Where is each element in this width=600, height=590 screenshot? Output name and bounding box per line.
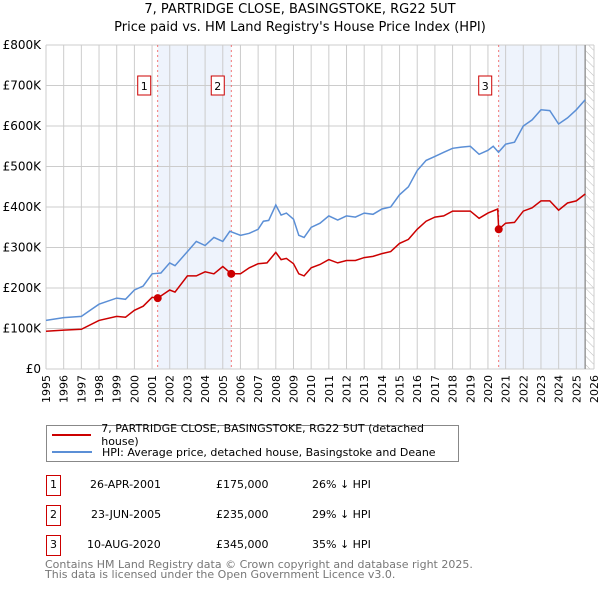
sale-badge: 2 [46, 505, 61, 526]
x-tick-label: 2013 [358, 375, 371, 403]
x-tick-label: 2008 [270, 375, 283, 403]
sale-hpi-diff: 26% ↓ HPI [312, 478, 371, 491]
x-tick-label: 2025 [570, 375, 583, 403]
y-tick-label: £200K [3, 281, 43, 295]
x-tick-label: 2024 [553, 375, 566, 403]
legend-item-hpi: HPI: Average price, detached house, Basi… [47, 444, 436, 460]
chart-title: 7, PARTRIDGE CLOSE, BASINGSTOKE, RG22 5U… [144, 2, 456, 17]
y-tick-label: £400K [3, 200, 43, 214]
sale-price: £235,000 [216, 508, 269, 521]
x-tick-label: 2018 [447, 375, 460, 403]
sale-badge: 3 [46, 535, 61, 556]
x-tick-label: 1998 [93, 375, 106, 403]
x-tick-label: 2009 [287, 375, 300, 403]
x-tick-label: 2023 [535, 375, 548, 403]
copyright-text: Contains HM Land Registry data © Crown c… [45, 558, 473, 571]
x-tick-label: 2000 [128, 375, 141, 403]
sale-date: 23-JUN-2005 [91, 508, 162, 521]
x-tick-label: 2022 [517, 375, 530, 403]
x-tick-label: 2012 [341, 375, 354, 403]
x-tick-label: 2010 [305, 375, 318, 403]
x-tick-label: 2017 [429, 375, 442, 403]
x-tick-label: 2001 [146, 375, 159, 403]
chart-subtitle: Price paid vs. HM Land Registry's House … [114, 20, 486, 35]
x-tick-label: 2014 [376, 375, 389, 403]
sale-date: 26-APR-2001 [90, 478, 162, 491]
sale-label: 3 [482, 80, 489, 93]
sale-label: 2 [214, 80, 221, 93]
x-tick-label: 2006 [234, 375, 247, 403]
x-tick-label: 2004 [199, 375, 212, 403]
red-line-swatch [52, 434, 92, 436]
sale-row: 1 26-APR-2001 £175,000 26% ↓ HPI [46, 475, 446, 496]
x-tick-label: 1999 [111, 375, 124, 403]
y-tick-label: £100K [3, 322, 43, 336]
sale-label: 1 [141, 80, 148, 93]
y-tick-label: £700K [3, 79, 43, 93]
sale-badge: 1 [46, 475, 61, 496]
sale-point [227, 269, 236, 278]
sale-point [153, 294, 162, 303]
x-tick-label: 2007 [252, 375, 265, 403]
x-tick-label: 1996 [58, 375, 71, 403]
legend-label: HPI: Average price, detached house, Basi… [102, 445, 436, 459]
blue-line-swatch [52, 451, 92, 453]
x-tick-label: 2002 [164, 375, 177, 403]
x-tick-label: 1995 [40, 375, 53, 403]
x-tick-label: 2011 [323, 375, 336, 403]
x-tick-label: 1997 [75, 375, 88, 403]
x-tick-label: 2026 [588, 375, 600, 403]
legend-label: 7, PARTRIDGE CLOSE, BASINGSTOKE, RG22 5U… [101, 422, 424, 448]
sale-price: £175,000 [216, 478, 269, 491]
y-tick-label: £500K [3, 160, 43, 174]
licence-text: This data is licensed under the Open Gov… [45, 568, 396, 581]
legend: 7, PARTRIDGE CLOSE, BASINGSTOKE, RG22 5U… [46, 422, 459, 462]
sale-label-box [210, 75, 225, 96]
sale-label-box [478, 75, 493, 96]
x-tick-label: 2016 [411, 375, 424, 403]
y-tick-label: £0 [26, 362, 41, 376]
footer: Contains HM Land Registry data © Crown c… [45, 558, 473, 581]
price-chart: 1995 1996 1997 1998 1999 2000 2001 2002 2003 2004… [3, 38, 600, 403]
y-tick-label: £300K [3, 241, 43, 255]
sale-label-box [137, 75, 152, 96]
x-tick-label: 2015 [394, 375, 407, 403]
x-tick-label: 2021 [500, 375, 513, 403]
hpi-line [45, 99, 586, 322]
y-tick-label: £600K [3, 119, 43, 133]
sale-row: 2 23-JUN-2005 £235,000 29% ↓ HPI [46, 505, 446, 526]
y-tick-label: £800K [3, 38, 43, 52]
x-tick-label: 2003 [181, 375, 194, 403]
sale-hpi-diff: 35% ↓ HPI [312, 538, 371, 551]
sale-hpi-diff: 29% ↓ HPI [312, 508, 371, 521]
sale-row: 3 10-AUG-2020 £345,000 35% ↓ HPI [46, 535, 446, 556]
x-tick-label: 2019 [464, 375, 477, 403]
x-tick-label: 2020 [482, 375, 495, 403]
legend-item-property: 7, PARTRIDGE CLOSE, BASINGSTOKE, RG22 5U… [47, 422, 458, 448]
sale-price: £345,000 [216, 538, 269, 551]
x-tick-label: 2005 [217, 375, 230, 403]
sale-date: 10-AUG-2020 [87, 538, 161, 551]
sale-point [494, 225, 503, 234]
